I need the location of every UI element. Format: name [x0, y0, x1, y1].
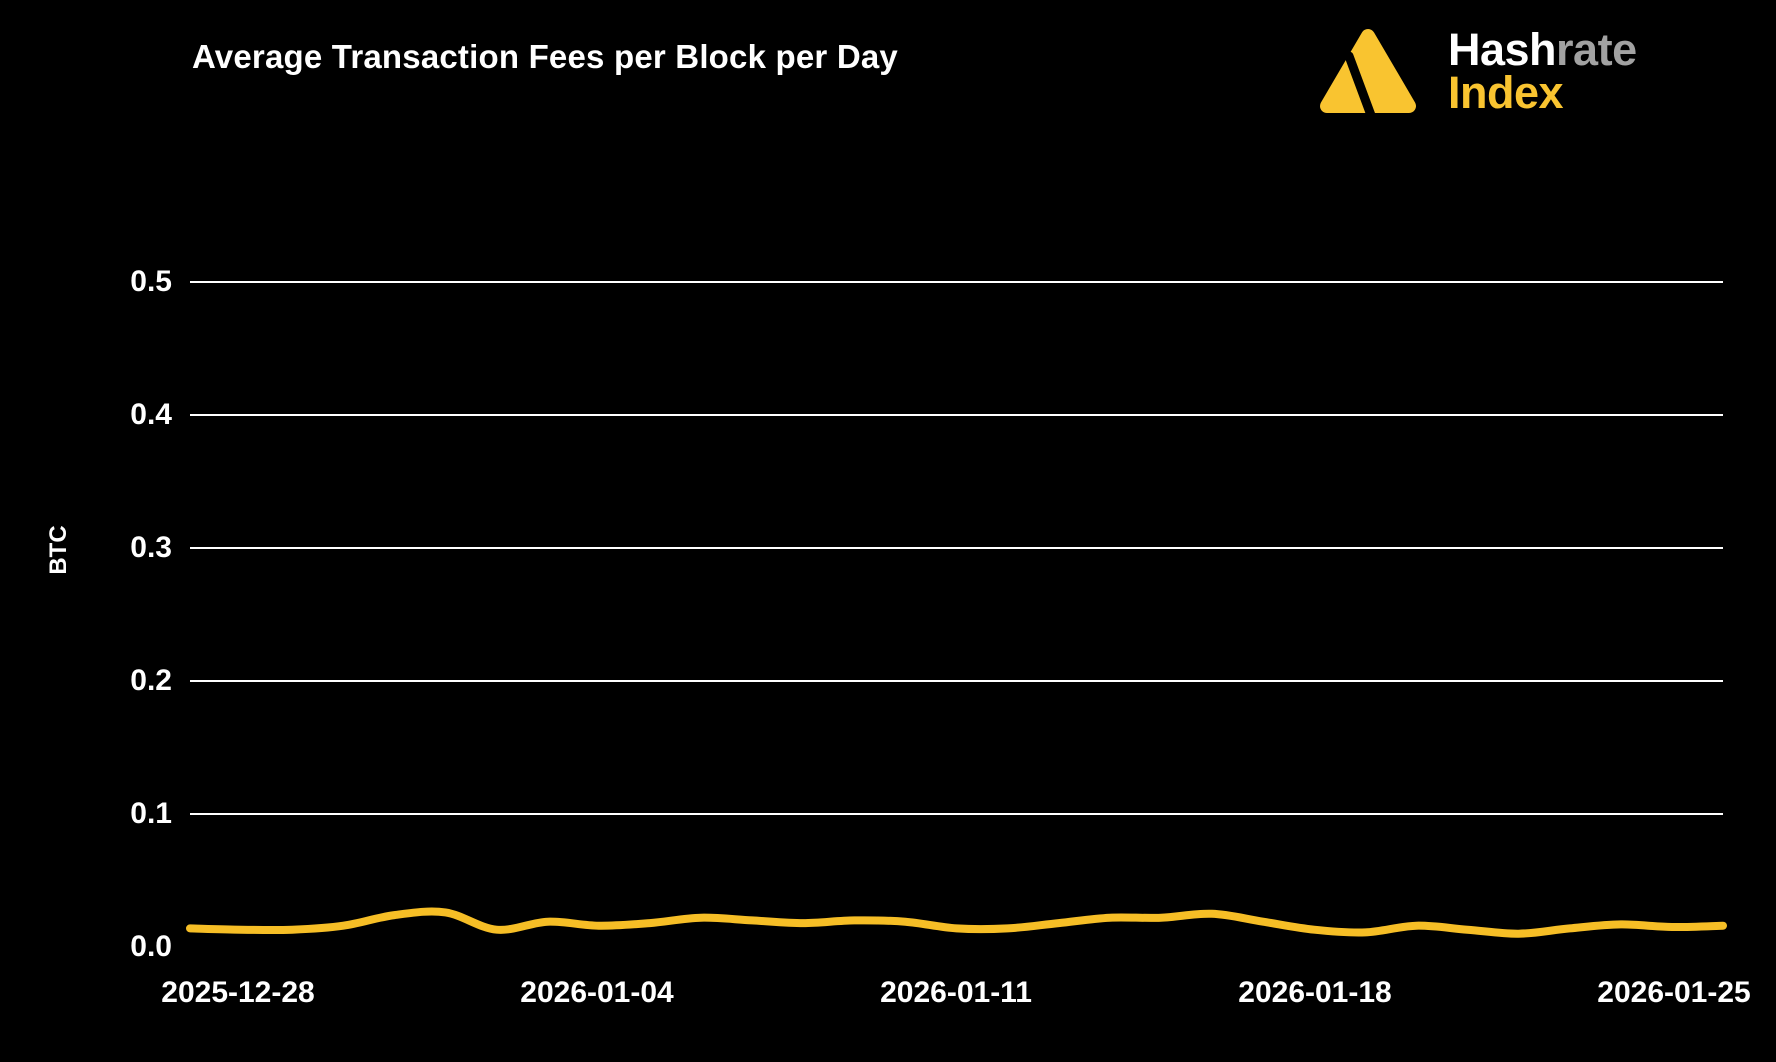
ytick-0-4: 0.4 [130, 398, 172, 431]
logo-word-rate: rate [1556, 24, 1637, 75]
xtick-2025-12-28: 2025-12-28 [161, 976, 315, 1009]
gridline-0-2 [190, 680, 1723, 682]
ytick-0-3: 0.3 [130, 531, 172, 564]
logo-wordmark: Hashrate Index [1448, 27, 1637, 118]
ytick-0-1: 0.1 [130, 797, 172, 830]
xtick-2026-01-11: 2026-01-11 [880, 976, 1032, 1009]
xtick-2026-01-25: 2026-01-25 [1597, 976, 1751, 1009]
chart-title: Average Transaction Fees per Block per D… [192, 38, 898, 75]
ytick-0-0: 0.0 [130, 930, 172, 963]
gridline-0-1 [190, 813, 1723, 815]
gridline-0-3 [190, 547, 1723, 549]
logo-word-hash: Hash [1448, 24, 1557, 75]
hashrate-index-logo: Hashrate Index [1318, 26, 1637, 118]
logo-word-index: Index [1448, 67, 1564, 118]
xtick-2026-01-18: 2026-01-18 [1238, 976, 1392, 1009]
xtick-2026-01-04: 2026-01-04 [520, 976, 674, 1009]
hashrate-triangle-icon [1320, 29, 1416, 118]
gridline-0-5 [190, 281, 1723, 283]
fee-line-path [186, 907, 1727, 938]
gridline-0-4 [190, 414, 1723, 416]
ytick-0-2: 0.2 [130, 664, 172, 697]
ytick-0-5: 0.5 [130, 265, 172, 298]
